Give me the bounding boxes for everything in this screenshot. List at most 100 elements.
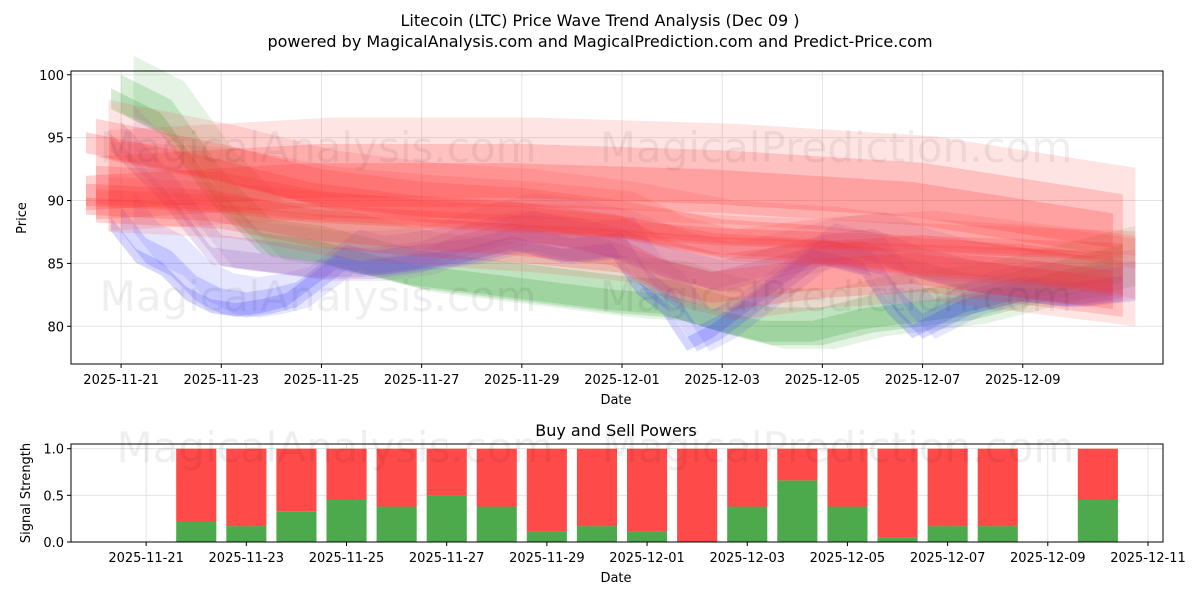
- buy-bar: [226, 526, 267, 542]
- wave-band-4-1: [96, 165, 1123, 317]
- bottom-y-tick-label: 0.5: [43, 489, 64, 504]
- watermark-top-2: MagicalPrediction.com: [600, 123, 1073, 172]
- top-x-tick-label: 2025-12-07: [885, 373, 961, 388]
- top-y-tick-label: 95: [47, 132, 64, 147]
- wave-band-3-2: [86, 163, 1113, 248]
- sell-bar: [426, 448, 467, 496]
- buy-bar: [627, 531, 668, 542]
- series-purple-wave: [111, 105, 1136, 307]
- bottom-x-tick-label: 2025-12-05: [810, 551, 886, 566]
- wave-band-1-0: [133, 191, 1136, 352]
- top-x-tick-label: 2025-11-21: [83, 373, 159, 388]
- sell-bar: [927, 448, 968, 527]
- watermark-top-4: MagicalPrediction.com: [600, 272, 1073, 321]
- sell-bar: [977, 448, 1018, 527]
- bottom-x-tick-label: 2025-11-27: [409, 551, 485, 566]
- bottom-chart-title: Buy and Sell Powers: [535, 421, 697, 440]
- top-x-tick-label: 2025-11-23: [183, 373, 259, 388]
- sell-bar: [827, 448, 868, 507]
- series-red-band-long: [86, 117, 1136, 269]
- sell-bar: [1077, 448, 1118, 500]
- bottom-y-axis: 0.0 0.5 1.0: [43, 443, 71, 551]
- series-green-wave: [111, 55, 1136, 349]
- wave-band-6-1: [96, 189, 1123, 259]
- bottom-y-tick-label: 0.0: [43, 536, 64, 551]
- sell-bar: [526, 448, 567, 532]
- series-red-band-falling: [86, 99, 1136, 299]
- sell-bar: [627, 448, 668, 532]
- chart-title-line1: Litecoin (LTC) Price Wave Trend Analysis…: [401, 11, 800, 30]
- bottom-x-tick-label: 2025-12-07: [910, 551, 986, 566]
- wave-band-2-0: [133, 105, 1136, 307]
- top-y-tick-label: 100: [39, 69, 64, 84]
- wave-band-4-0: [108, 141, 1136, 327]
- top-x-tick-label: 2025-12-05: [785, 373, 861, 388]
- sell-bar: [226, 448, 267, 527]
- series-red-trend-line: [86, 177, 1136, 260]
- buy-bar: [326, 500, 367, 542]
- top-grid: [71, 71, 1163, 364]
- sell-bar: [576, 448, 617, 527]
- top-y-axis: 80 85 90 95 100: [39, 69, 71, 335]
- buy-bar: [176, 521, 217, 542]
- buy-bar: [426, 495, 467, 542]
- top-y-tick-label: 80: [47, 320, 64, 335]
- wave-band-6-0: [108, 177, 1136, 256]
- wave-band-2-1: [121, 121, 1123, 305]
- top-x-tick-label: 2025-12-01: [584, 373, 660, 388]
- wave-band-0-0: [133, 55, 1136, 349]
- top-x-tick-label: 2025-11-25: [284, 373, 360, 388]
- buy-bar: [476, 506, 517, 542]
- series-red-band-mid: [86, 141, 1136, 327]
- buy-bar: [977, 526, 1018, 542]
- bottom-plot-frame: [70, 443, 1164, 543]
- sell-bar: [376, 448, 417, 507]
- bottom-y-tick-label: 1.0: [43, 443, 64, 458]
- bottom-x-tick-label: 2025-11-25: [309, 551, 385, 566]
- wave-band-3-1: [96, 143, 1123, 258]
- bottom-x-tick-label: 2025-12-01: [609, 551, 685, 566]
- buy-bar: [526, 531, 567, 542]
- buy-bar: [927, 526, 968, 542]
- top-x-tick-label: 2025-11-27: [384, 373, 460, 388]
- top-y-axis-label: Price: [15, 202, 30, 234]
- top-x-tick-label: 2025-12-09: [985, 373, 1061, 388]
- bottom-x-tick-label: 2025-12-03: [709, 551, 785, 566]
- wave-band-3-0: [108, 117, 1136, 269]
- wave-band-5-2: [86, 132, 1113, 292]
- sell-bar: [877, 448, 918, 538]
- bottom-x-tick-label: 2025-12-09: [1010, 551, 1086, 566]
- series-blue-wave: [111, 191, 1136, 352]
- wave-band-0-2: [111, 88, 1113, 342]
- sell-bar: [176, 448, 217, 522]
- top-plot-frame: [70, 70, 1164, 365]
- buy-bar: [877, 537, 918, 542]
- watermark-top-1: MagicalAnalysis.com: [100, 123, 537, 172]
- top-y-tick-label: 85: [47, 257, 64, 272]
- sell-bar: [326, 448, 367, 500]
- watermark-top-3: MagicalAnalysis.com: [100, 272, 537, 321]
- sell-bar: [677, 448, 718, 542]
- buy-bar: [827, 506, 868, 542]
- top-x-axis-label: Date: [600, 393, 631, 408]
- sell-bar: [727, 448, 768, 507]
- top-series-layer: [86, 55, 1136, 352]
- bottom-x-axis: 2025-11-21 2025-11-23 2025-11-25 2025-11-27…: [108, 542, 1186, 566]
- bottom-x-tick-label: 2025-12-11: [1110, 551, 1186, 566]
- wave-band-0-1: [121, 74, 1123, 346]
- watermark-bottom-2: MagicalPrediction.com: [602, 423, 1075, 472]
- wave-band-1-1: [121, 206, 1123, 352]
- wave-band-2-2: [111, 134, 1113, 303]
- wave-band-5-0: [108, 99, 1136, 299]
- wave-band-6-2: [86, 197, 1113, 260]
- buy-bar: [1077, 500, 1118, 542]
- buy-bar: [727, 506, 768, 542]
- wave-band-5-1: [96, 118, 1123, 295]
- buy-bar: [276, 511, 317, 542]
- buy-bar: [576, 526, 617, 542]
- wave-band-4-2: [86, 183, 1113, 310]
- bottom-x-tick-label: 2025-11-29: [509, 551, 585, 566]
- bottom-x-tick-label: 2025-11-23: [209, 551, 285, 566]
- top-x-tick-label: 2025-12-03: [684, 373, 760, 388]
- wave-band-1-2: [111, 217, 1113, 351]
